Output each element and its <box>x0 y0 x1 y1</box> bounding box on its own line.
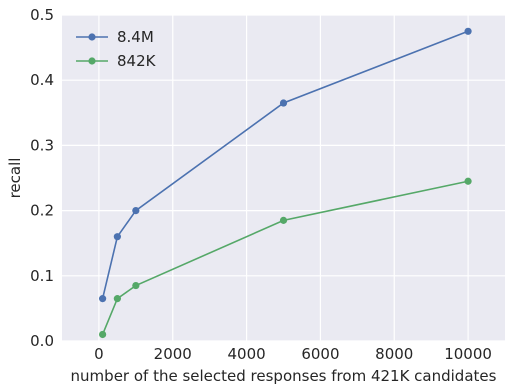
x-tick-label: 2000 <box>154 345 192 363</box>
legend-label: 842K <box>117 52 157 70</box>
x-axis-label: number of the selected responses from 42… <box>71 367 497 385</box>
y-tick-label: 0.5 <box>30 6 54 24</box>
legend-marker <box>88 57 96 65</box>
data-point <box>279 216 288 224</box>
series-842K <box>99 177 472 339</box>
data-point <box>113 295 121 303</box>
data-point <box>132 207 140 215</box>
data-point <box>464 27 472 35</box>
legend: 8.4M 842K <box>76 28 157 70</box>
data-point <box>113 233 121 241</box>
y-tick-label: 0.3 <box>30 136 54 154</box>
y-tick-label: 0.2 <box>30 202 54 220</box>
series-layer <box>99 27 472 339</box>
x-tick-label: 6000 <box>301 345 339 363</box>
y-tick-label: 0.1 <box>30 267 54 285</box>
legend-item: 8.4M <box>76 28 154 46</box>
y-tick-label: 0.0 <box>30 332 54 350</box>
y-tick-label: 0.4 <box>30 71 54 89</box>
x-tick-label: 0 <box>94 345 104 363</box>
x-tick-label: 8000 <box>375 345 413 363</box>
legend-marker <box>88 33 96 41</box>
data-point <box>464 177 472 185</box>
y-axis-label: recall <box>6 158 24 199</box>
x-tick-label: 4000 <box>227 345 265 363</box>
data-point <box>99 330 107 339</box>
series-8.4M <box>99 27 472 303</box>
data-point <box>99 295 107 303</box>
x-tick-label: 10000 <box>444 345 492 363</box>
data-point <box>132 281 140 290</box>
tick-labels: 0 2000 4000 6000 8000 10000 0.0 0.1 0.2 0.3 0.4 0.5 <box>30 6 492 363</box>
data-point <box>279 99 288 107</box>
legend-label: 8.4M <box>117 28 154 46</box>
legend-item: 842K <box>76 52 157 70</box>
